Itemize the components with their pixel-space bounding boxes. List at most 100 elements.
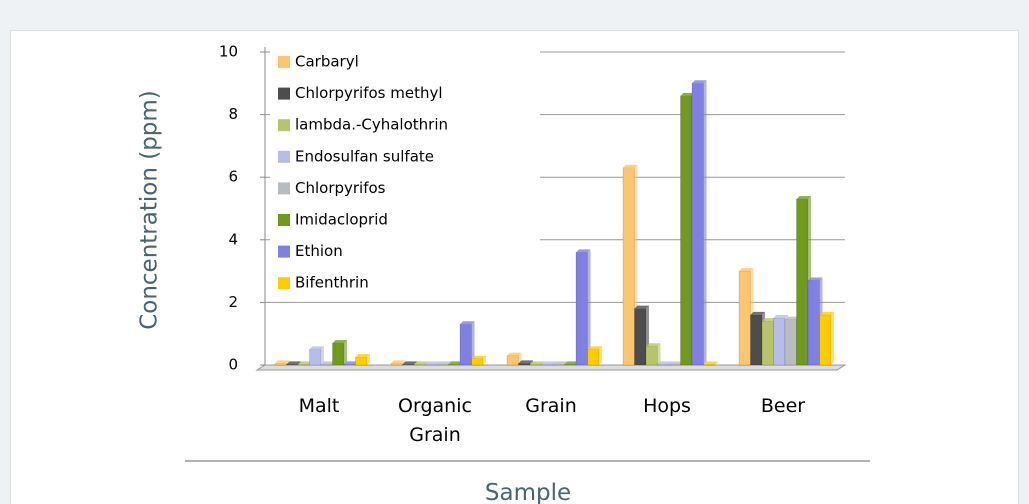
bar xyxy=(819,314,832,366)
bar xyxy=(286,364,299,366)
bar xyxy=(471,358,484,366)
bar-top xyxy=(634,305,649,309)
bar xyxy=(784,319,797,366)
bar xyxy=(436,364,449,366)
legend-label: Carbaryl xyxy=(295,53,359,71)
bar-side xyxy=(483,355,486,365)
legend-label: Chlorpyrifos methyl xyxy=(295,84,443,102)
bar-side xyxy=(587,249,591,365)
bar xyxy=(645,345,658,366)
bar-top xyxy=(471,355,486,359)
y-tick-label: 10 xyxy=(219,43,238,61)
legend-label: Ethion xyxy=(295,242,343,260)
x-tick-label: Organic Grain xyxy=(398,395,472,446)
bar xyxy=(274,363,287,366)
bar xyxy=(587,349,600,366)
bar xyxy=(680,95,693,366)
bar xyxy=(703,364,716,366)
bar-top xyxy=(703,361,718,365)
bar-top xyxy=(460,321,475,325)
bar-top xyxy=(762,318,777,322)
bar-top xyxy=(750,311,765,315)
bar-top xyxy=(275,360,290,364)
y-tick-label: 4 xyxy=(228,230,238,248)
bar-side xyxy=(831,311,834,365)
y-tick-label: 8 xyxy=(228,105,238,123)
legend-swatch xyxy=(278,214,290,226)
legend-swatch xyxy=(278,87,290,100)
y-axis-title: Concentration (ppm) xyxy=(137,90,163,330)
bar-top xyxy=(564,361,579,365)
bar xyxy=(320,364,333,366)
bar xyxy=(309,349,322,366)
bar-top xyxy=(819,311,834,315)
bar-side xyxy=(715,361,718,365)
bar xyxy=(552,364,565,366)
bar xyxy=(390,363,403,366)
bar-side xyxy=(599,346,602,365)
bar xyxy=(622,167,635,366)
y-tick-label: 6 xyxy=(228,168,238,186)
y-tick-label: 0 xyxy=(228,356,238,374)
bar-top xyxy=(448,361,463,365)
bar-top xyxy=(414,361,429,365)
bar-top xyxy=(692,80,707,84)
bar-top xyxy=(773,315,788,319)
bar xyxy=(657,364,670,366)
bar-top xyxy=(646,343,661,347)
bar-top xyxy=(298,361,313,365)
bar-side xyxy=(321,346,324,365)
bar-top xyxy=(518,360,533,364)
bar-top xyxy=(785,316,800,320)
bar xyxy=(738,270,751,366)
legend-swatch xyxy=(278,245,290,258)
bar-top xyxy=(553,361,568,365)
bar xyxy=(529,364,542,366)
bar-side xyxy=(703,80,707,366)
legend-swatch xyxy=(278,119,290,132)
bar-top xyxy=(669,361,684,365)
bar-side xyxy=(471,321,475,365)
bar-top xyxy=(587,346,602,350)
bar xyxy=(564,364,577,366)
bar xyxy=(402,364,415,366)
legend-label: Imidacloprid xyxy=(295,211,388,229)
bar xyxy=(343,364,356,366)
bar-top xyxy=(286,361,301,365)
bar-top xyxy=(796,196,811,200)
bar-top xyxy=(576,249,591,253)
bar xyxy=(761,320,774,366)
floor xyxy=(255,364,847,371)
bar-top xyxy=(402,361,417,365)
bar xyxy=(518,363,531,366)
bar xyxy=(425,364,438,366)
bar-top xyxy=(507,352,522,356)
bar-top xyxy=(808,277,823,281)
x-tick-label: Hops xyxy=(643,395,691,417)
bar-top xyxy=(739,268,754,272)
bar-side xyxy=(344,340,347,365)
bar xyxy=(668,364,681,366)
legend-swatch xyxy=(278,277,290,290)
bar xyxy=(691,83,704,366)
bar xyxy=(448,364,461,366)
bar xyxy=(413,364,426,366)
bar xyxy=(459,324,472,366)
bar xyxy=(796,198,809,366)
legend-label: Bifenthrin xyxy=(295,274,369,292)
bar-top xyxy=(355,354,370,358)
bar xyxy=(750,314,763,366)
bar xyxy=(634,308,647,366)
bar-top xyxy=(309,346,324,350)
bar-side xyxy=(657,343,661,365)
bar-top xyxy=(657,361,672,365)
y-tick-label: 2 xyxy=(228,293,238,311)
bar-top xyxy=(437,361,452,365)
legend-swatch xyxy=(278,56,290,68)
legend-swatch xyxy=(278,182,290,195)
bar-top xyxy=(530,361,545,365)
bar xyxy=(297,364,310,366)
bar-top xyxy=(541,361,556,365)
x-tick-label: Malt xyxy=(299,395,340,417)
